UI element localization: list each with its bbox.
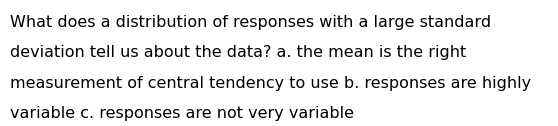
Text: What does a distribution of responses with a large standard: What does a distribution of responses wi… [10, 15, 491, 30]
Text: variable c. responses are not very variable: variable c. responses are not very varia… [10, 106, 354, 121]
Text: measurement of central tendency to use b. responses are highly: measurement of central tendency to use b… [10, 76, 531, 91]
Text: deviation tell us about the data? a. the mean is the right: deviation tell us about the data? a. the… [10, 45, 466, 60]
